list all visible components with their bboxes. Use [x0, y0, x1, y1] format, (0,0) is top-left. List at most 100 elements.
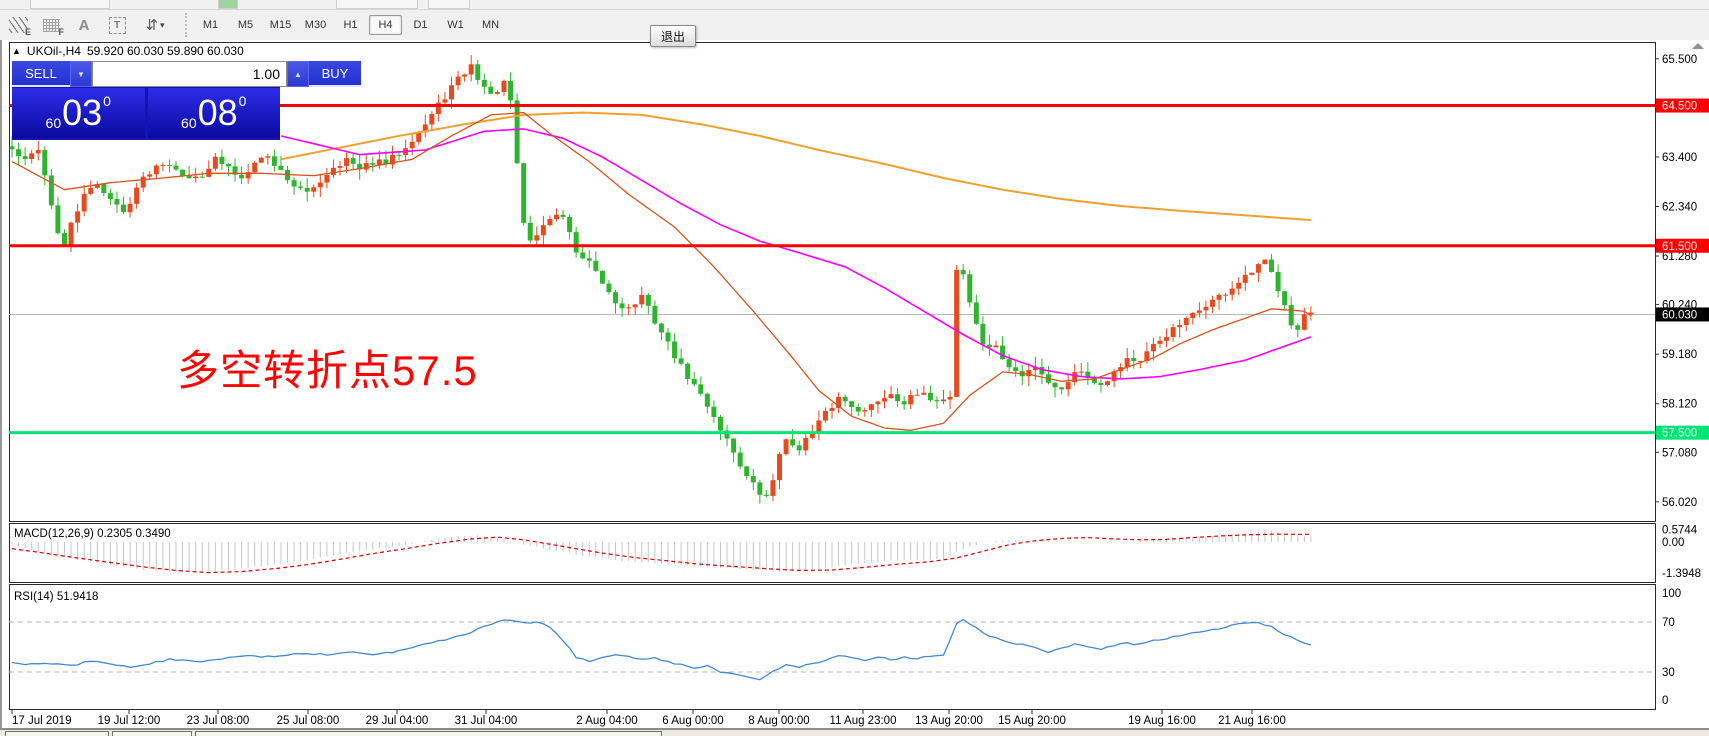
chart-annotation-text: 多空转折点57.5	[177, 347, 478, 394]
volume-decrease-button[interactable]: ▼	[70, 61, 92, 87]
toolbar: E F A T ⇵ ▾ M1 M5 M15 M30 H1 H4 D1 W1 MN	[0, 10, 1709, 42]
stub-fragment	[218, 0, 238, 9]
chart-tab[interactable]	[5, 731, 109, 736]
timeframe-button-M30[interactable]: M30	[304, 19, 327, 31]
time-tick-label: 13 Aug 20:00	[915, 715, 983, 727]
arrows-tool-icon[interactable]: ⇵ ▾	[135, 12, 175, 38]
buy-button[interactable]: BUY	[309, 61, 361, 87]
trade-panel-prices-row: 60 03 0 60 08 0	[12, 88, 280, 138]
grid-f-letter: F	[58, 27, 65, 37]
time-tick-label: 15 Aug 20:00	[998, 715, 1066, 727]
sell-button[interactable]: SELL	[12, 61, 70, 87]
grid-icon[interactable]: F	[36, 12, 66, 38]
price-badge-64.500	[1656, 98, 1709, 113]
ma-slow-line	[280, 111, 1311, 221]
timeframe-button-M1[interactable]: M1	[202, 19, 219, 31]
svg-text:64.500: 64.500	[1662, 101, 1697, 113]
sell-price-pip-digit: 0	[103, 93, 111, 109]
sell-price-button[interactable]: 60 03 0	[12, 88, 145, 138]
timeframe-button-H1[interactable]: H1	[343, 19, 358, 31]
macd-signal-line	[11, 533, 1311, 574]
chart-tabs-strip	[0, 729, 1709, 736]
timeframe-button-M15[interactable]: M15	[269, 19, 292, 31]
rsi-axis-label: 70	[1662, 617, 1675, 629]
price-tick-label: 56.020	[1662, 497, 1697, 509]
price-tick-label: 62.340	[1662, 201, 1697, 213]
buy-price-pip-digit: 0	[238, 93, 247, 109]
arrows-glyph: ⇵	[145, 16, 159, 34]
macd-panel	[9, 523, 1656, 583]
timeframe-button-W1[interactable]: W1	[447, 19, 464, 31]
time-tick-label: 19 Jul 12:00	[98, 715, 161, 727]
time-tick-label: 23 Jul 08:00	[187, 715, 250, 727]
dropdown-caret-icon[interactable]: ▾	[160, 19, 165, 30]
svg-text:60.030: 60.030	[1662, 309, 1697, 321]
timeframe-button-D1[interactable]: D1	[413, 19, 428, 31]
svg-text:61.500: 61.500	[1662, 241, 1697, 253]
main-chart-panel	[9, 42, 1656, 522]
macd-axis-label: -1.3948	[1662, 568, 1701, 580]
letter-a-glyph: A	[78, 16, 90, 34]
time-tick-label: 31 Jul 04:00	[455, 715, 518, 727]
macd-axis-label: 0.5744	[1662, 524, 1698, 536]
stub-fragment	[30, 0, 110, 9]
time-tick-label: 2 Aug 04:00	[576, 715, 637, 727]
time-tick-label: 21 Aug 16:00	[1218, 715, 1286, 727]
current-price-badge	[1656, 307, 1709, 322]
price-tick-label: 58.120	[1662, 399, 1697, 411]
panel-toggle-arrow-icon[interactable]: ▲	[12, 46, 21, 56]
volume-input[interactable]	[92, 61, 287, 87]
rsi-axis-label: 0	[1662, 695, 1668, 707]
text-label-icon[interactable]: A	[69, 12, 99, 38]
ma-fast-line	[11, 111, 1312, 431]
toolbar-stub-row	[0, 0, 1709, 10]
chart-ohlc-values: 59.920 60.030 59.890 60.030	[86, 44, 244, 58]
buy-price-button[interactable]: 60 08 0	[147, 88, 280, 138]
trade-panel-controls-row: SELL ▼ ▲ BUY	[12, 61, 361, 87]
chart-shift-marker-icon[interactable]	[1692, 43, 1704, 49]
timeframe-button-M5[interactable]: M5	[237, 19, 254, 31]
stub-fragment	[428, 0, 470, 9]
buy-price-prefix: 60	[181, 115, 197, 131]
price-tick-label: 65.500	[1662, 54, 1697, 66]
time-axis[interactable]: 17 Jul 2019 19 Jul 12:00 23 Jul 08:00 25 Ju…	[2, 709, 1709, 729]
text-box-icon[interactable]: T	[102, 12, 132, 38]
chart-tab[interactable]	[112, 731, 192, 736]
buy-price-big-digits: 08	[197, 92, 238, 133]
rsi-indicator: RSI(14) 51.9418 100 70 30 0	[9, 588, 1681, 707]
time-tick-label: 6 Aug 00:00	[662, 715, 723, 727]
indicators-e-letter: E	[24, 27, 31, 37]
price-tick-label: 63.400	[1662, 152, 1697, 164]
price-badge-57.500	[1656, 425, 1709, 440]
macd-label: MACD(12,26,9) 0.2305 0.3490	[14, 528, 171, 540]
indicators-hatch-glyph	[8, 17, 28, 33]
rsi-panel	[9, 584, 1656, 710]
chart-window: ▲ UKOil-,H4 59.920 60.030 59.890 60.030 …	[0, 40, 1709, 730]
time-tick-label: 17 Jul 2019	[12, 715, 71, 727]
time-tick-label: 11 Aug 23:00	[830, 715, 897, 727]
volume-increase-button[interactable]: ▲	[287, 61, 309, 87]
sell-price-prefix: 60	[45, 115, 62, 131]
rsi-axis-label: 100	[1662, 588, 1681, 600]
timeframe-button-MN[interactable]: MN	[481, 19, 500, 31]
macd-axis-label: 0.00	[1662, 537, 1684, 549]
time-tick-label: 25 Jul 08:00	[277, 715, 340, 727]
volume-stepper: ▼ ▲	[70, 61, 309, 87]
svg-text:57.500: 57.500	[1662, 428, 1697, 440]
chart-canvas[interactable]: 65.50063.40062.34061.28060.24059.18058.1…	[2, 40, 1709, 730]
ma-mid-line	[280, 128, 1312, 380]
chart-tab[interactable]	[195, 731, 662, 736]
time-tick-label: 19 Aug 16:00	[1128, 715, 1196, 727]
timeframe-button-H4[interactable]: H4	[369, 15, 402, 35]
candlestick-layer	[9, 55, 1314, 504]
exit-button[interactable]: 退出	[650, 25, 696, 47]
price-tick-label: 57.080	[1662, 447, 1697, 459]
one-click-trading-panel: SELL ▼ ▲ BUY 60 03 0 60 08 0	[12, 61, 361, 140]
rsi-label: RSI(14) 51.9418	[14, 591, 98, 603]
time-tick-label: 29 Jul 04:00	[366, 715, 429, 727]
indicators-icon[interactable]: E	[3, 12, 33, 38]
grid-glyph	[42, 18, 60, 32]
rsi-axis-label: 30	[1662, 667, 1675, 679]
price-tick-label: 59.180	[1662, 349, 1697, 361]
time-tick-label: 8 Aug 00:00	[748, 715, 809, 727]
